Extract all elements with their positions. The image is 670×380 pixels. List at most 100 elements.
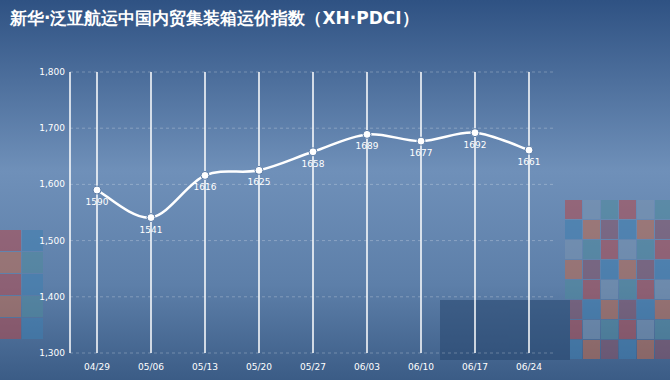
data-label: 1541 xyxy=(140,225,163,235)
x-gridline xyxy=(150,72,152,353)
marker xyxy=(147,214,155,222)
container xyxy=(619,320,636,339)
x-gridline xyxy=(312,72,314,353)
marker xyxy=(417,137,425,145)
marker xyxy=(363,130,371,138)
container xyxy=(619,200,636,219)
container xyxy=(619,340,636,359)
container xyxy=(601,300,618,319)
container xyxy=(601,240,618,259)
marker xyxy=(93,186,101,194)
data-label: 1689 xyxy=(356,141,379,151)
marker xyxy=(525,146,533,154)
container xyxy=(22,318,43,339)
chart: 新华·泛亚航运中国内贸集装箱运价指数（XH·PDCI） 1,300 1,400 1,5… xyxy=(0,0,670,380)
title: 新华·泛亚航运中国内贸集装箱运价指数（XH·PDCI） xyxy=(9,8,419,28)
x-tick-label: 05/20 xyxy=(246,362,272,372)
x-tick-label: 05/13 xyxy=(192,362,218,372)
container xyxy=(601,280,618,299)
x-gridline xyxy=(258,72,260,353)
ship xyxy=(440,300,570,360)
container xyxy=(583,300,600,319)
container xyxy=(637,240,654,259)
data-label: 1677 xyxy=(410,148,433,158)
container xyxy=(637,320,654,339)
data-label: 1692 xyxy=(464,140,487,150)
container xyxy=(583,240,600,259)
y-tick-label: 1,700 xyxy=(39,123,65,133)
container xyxy=(637,260,654,279)
x-gridline xyxy=(528,72,530,353)
y-axis xyxy=(69,72,71,353)
container xyxy=(637,200,654,219)
y-tick-label: 1,500 xyxy=(39,236,65,246)
container xyxy=(565,240,582,259)
container xyxy=(619,240,636,259)
container xyxy=(655,240,670,259)
container xyxy=(583,220,600,239)
y-tick-label: 1,400 xyxy=(39,292,65,302)
x-tick-label: 06/10 xyxy=(408,362,434,372)
x-gridline xyxy=(474,72,476,353)
y-tick-label: 1,300 xyxy=(39,348,65,358)
container xyxy=(619,280,636,299)
y-tick-label: 1,800 xyxy=(39,67,65,77)
container xyxy=(0,274,21,295)
container xyxy=(619,220,636,239)
container xyxy=(619,260,636,279)
data-label: 1616 xyxy=(194,182,217,192)
plot-marks xyxy=(93,129,533,222)
container xyxy=(583,260,600,279)
container xyxy=(601,200,618,219)
x-tick-label: 04/29 xyxy=(84,362,110,372)
background xyxy=(0,0,670,380)
container xyxy=(583,280,600,299)
container xyxy=(601,220,618,239)
container xyxy=(619,300,636,319)
data-label: 1661 xyxy=(518,157,541,167)
container xyxy=(655,320,670,339)
y-tick-label: 1,600 xyxy=(39,179,65,189)
marker xyxy=(255,166,263,174)
container xyxy=(655,280,670,299)
data-label: 1625 xyxy=(248,177,271,187)
container xyxy=(655,300,670,319)
marker xyxy=(201,171,209,179)
container xyxy=(601,340,618,359)
container xyxy=(583,340,600,359)
container xyxy=(22,252,43,273)
marker xyxy=(471,129,479,137)
container xyxy=(637,300,654,319)
container xyxy=(0,296,21,317)
container xyxy=(583,200,600,219)
container xyxy=(0,252,21,273)
x-tick-label: 06/24 xyxy=(516,362,542,372)
container xyxy=(637,220,654,239)
line xyxy=(97,133,529,218)
container xyxy=(583,320,600,339)
container xyxy=(565,200,582,219)
container xyxy=(637,340,654,359)
data-label: 1590 xyxy=(86,197,109,207)
container xyxy=(565,280,582,299)
container xyxy=(655,260,670,279)
container xyxy=(0,318,21,339)
container xyxy=(565,260,582,279)
x-tick-label: 06/03 xyxy=(354,362,380,372)
container xyxy=(655,200,670,219)
container xyxy=(655,340,670,359)
marker xyxy=(309,148,317,156)
data-label: 1658 xyxy=(302,159,325,169)
x-tick-label: 05/27 xyxy=(300,362,326,372)
container xyxy=(565,220,582,239)
x-tick-label: 05/06 xyxy=(138,362,164,372)
x-tick-label: 06/17 xyxy=(462,362,488,372)
container xyxy=(0,230,21,251)
x-gridline xyxy=(366,72,368,353)
x-gridline xyxy=(96,72,98,353)
decoration xyxy=(0,200,670,360)
container xyxy=(601,260,618,279)
container xyxy=(655,220,670,239)
container xyxy=(637,280,654,299)
x-gridline xyxy=(204,72,206,353)
